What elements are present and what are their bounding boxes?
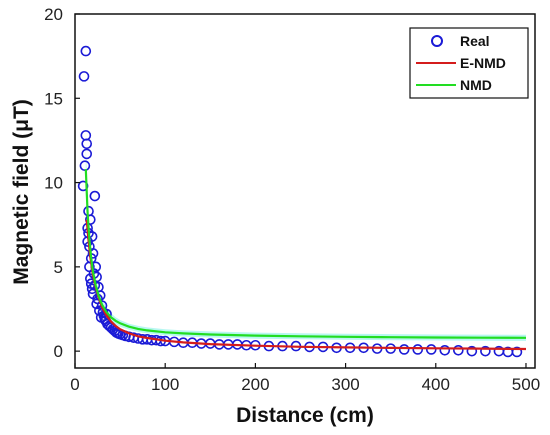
y-tick-label: 20	[44, 5, 63, 24]
x-tick-label: 0	[70, 375, 79, 394]
data-point-real	[101, 308, 112, 320]
x-tick-label: 200	[241, 375, 269, 394]
plot-frame	[74, 13, 536, 369]
y-tick-label: 15	[44, 89, 63, 108]
data-point-real	[81, 148, 93, 160]
data-point-real	[425, 344, 437, 355]
data-point-real	[439, 344, 451, 356]
legend-label-real: Real	[460, 33, 490, 49]
nmd-band	[85, 147, 527, 341]
y-tick-label: 0	[54, 342, 63, 361]
data-point-real	[398, 344, 410, 355]
legend: Real E-NMD NMD	[409, 27, 529, 99]
data-point-real	[79, 160, 91, 172]
axis-ticks: 0 100 200 300 400 500 0 5 10 15 20	[44, 5, 540, 394]
data-point-real	[453, 344, 464, 356]
chart-marks	[77, 45, 527, 358]
data-point-real	[80, 130, 92, 141]
data-point-real	[78, 71, 90, 82]
x-tick-label: 400	[422, 375, 450, 394]
legend-label-enmd: E-NMD	[460, 55, 506, 71]
data-point-real	[466, 345, 478, 357]
data-point-real	[511, 346, 523, 358]
y-tick-label: 10	[44, 174, 63, 193]
x-tick-label: 500	[512, 375, 540, 394]
legend-label-nmd: NMD	[460, 77, 492, 93]
x-axis-title: Distance (cm)	[236, 404, 374, 427]
data-point-real	[81, 138, 93, 150]
data-point-real	[412, 344, 424, 355]
x-tick-label: 100	[151, 375, 179, 394]
data-point-real	[87, 248, 99, 259]
data-point-real	[80, 45, 92, 57]
legend-marker-real	[431, 35, 443, 47]
data-point-real	[85, 214, 96, 225]
data-point-real	[480, 345, 491, 357]
series-line-nmd	[84, 169, 527, 339]
data-point-real	[91, 271, 102, 283]
data-point-real	[77, 180, 89, 192]
data-point-real	[96, 300, 108, 311]
y-axis-title: Magnetic field (μT)	[10, 99, 33, 285]
x-tick-label: 300	[331, 375, 359, 394]
data-point-real	[89, 190, 101, 202]
y-tick-label: 5	[54, 258, 63, 277]
